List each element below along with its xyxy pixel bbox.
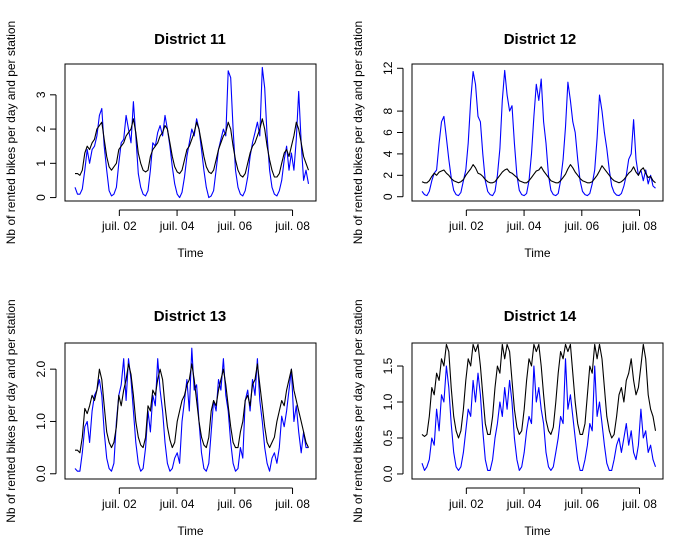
y-tick-label: 0 (34, 194, 48, 201)
y-tick-label: 0.0 (34, 465, 48, 482)
y-axis-label: Nb of rented bikes per day and per stati… (351, 21, 365, 244)
y-tick-label: 0 (381, 193, 395, 200)
y-tick-label: 12 (381, 61, 395, 75)
x-tick-label: juil. 08 (621, 219, 657, 233)
y-axis-label: Nb of rented bikes per day and per stati… (351, 299, 365, 522)
y-axis-label: Nb of rented bikes per day and per stati… (4, 21, 18, 244)
x-tick-label: juil. 06 (216, 497, 252, 511)
panel-title: District 11 (154, 31, 226, 48)
y-tick-label: 6 (381, 129, 395, 136)
x-tick-label: juil. 04 (506, 219, 542, 233)
y-tick-label: 1.0 (34, 413, 48, 430)
series-line-blue (421, 358, 657, 471)
y-tick-label: 4 (381, 150, 395, 157)
y-tick-label: 8 (381, 107, 395, 114)
plot-frame (64, 342, 317, 480)
y-tick-label: 1.5 (381, 357, 395, 374)
x-tick-label: juil. 06 (563, 219, 599, 233)
panel-1: District 11 juil. 02 juil. 04 juil. 06 juil.… (4, 21, 317, 260)
y-tick-label: 2 (34, 125, 48, 132)
y-tick-label: 2.0 (34, 360, 48, 377)
x-axis-label: Time (524, 524, 551, 538)
x-axis-label: Time (177, 246, 204, 260)
panel-4: District 14 juil. 02 juil. 04 juil. 06 juil.… (351, 299, 664, 538)
x-tick-label: juil. 06 (216, 219, 252, 233)
y-tick-label: 2 (381, 172, 395, 179)
y-tick-label: 0.5 (381, 429, 395, 446)
panel-title: District 13 (154, 308, 227, 325)
series-line-blue (74, 66, 310, 199)
x-tick-label: juil. 04 (159, 497, 195, 511)
x-axis-label: Time (177, 524, 204, 538)
y-tick-label: 3 (34, 91, 48, 98)
x-tick-label: juil. 08 (274, 219, 310, 233)
series-line-black (421, 343, 657, 439)
panel-title: District 12 (504, 31, 577, 48)
x-tick-label: juil. 02 (101, 219, 137, 233)
plot-frame (411, 63, 664, 202)
y-axis-label: Nb of rented bikes per day and per stati… (4, 299, 18, 522)
y-tick-label: 1 (34, 160, 48, 167)
x-tick-label: juil. 02 (448, 219, 484, 233)
series-line-black (75, 118, 310, 178)
x-axis-label: Time (524, 246, 551, 260)
x-tick-label: juil. 04 (506, 497, 542, 511)
x-tick-label: juil. 06 (563, 497, 599, 511)
series-line-blue (421, 69, 656, 197)
series-line-black (421, 164, 656, 184)
y-tick-label: 0.0 (381, 465, 395, 482)
x-tick-label: juil. 08 (621, 497, 657, 511)
x-tick-label: juil. 04 (159, 219, 195, 233)
plot-frame (411, 342, 664, 480)
plot-frame (64, 63, 317, 202)
y-tick-label: 1.0 (381, 393, 395, 410)
panel-2: District 12 juil. 02 juil. 04 juil. 06 juil.… (351, 21, 664, 260)
series-line-blue (74, 347, 309, 472)
series-line-black (75, 363, 309, 454)
panel-title: District 14 (504, 308, 577, 325)
x-tick-label: juil. 08 (274, 497, 310, 511)
x-tick-label: juil. 02 (101, 497, 137, 511)
x-tick-label: juil. 02 (448, 497, 484, 511)
panel-3: District 13 juil. 02 juil. 04 juil. 06 juil.… (4, 299, 317, 538)
